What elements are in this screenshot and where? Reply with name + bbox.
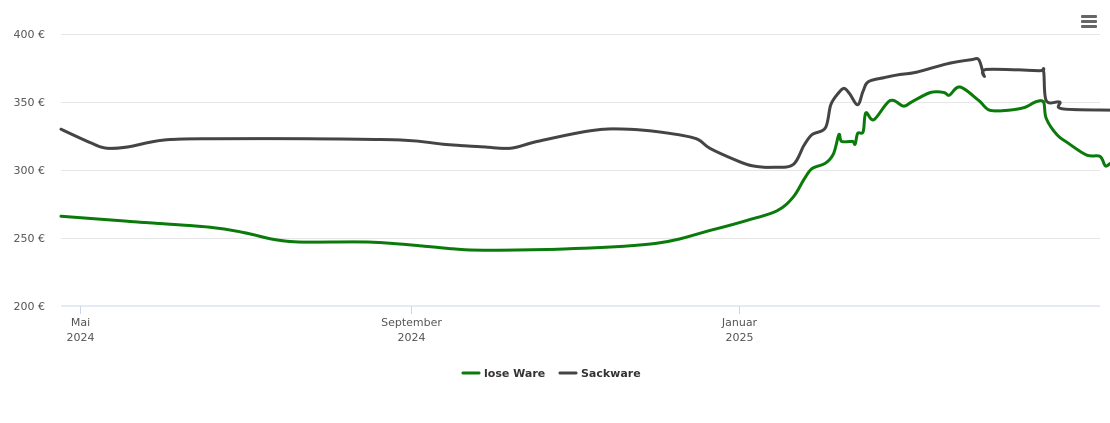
chart-menu-button[interactable]: [1077, 11, 1101, 33]
x-axis: Mai 2024 September 2024 Januar 2025: [67, 306, 758, 344]
y-tick-label: 350 €: [14, 96, 46, 109]
legend-label: Sackware: [581, 367, 641, 380]
legend-item-lose-ware[interactable]: lose Ware: [461, 367, 545, 380]
y-axis-tick-labels: 200 € 250 € 300 € 350 € 400 €: [14, 28, 46, 313]
x-tick-label-month: Januar: [721, 316, 758, 329]
y-tick-label: 300 €: [14, 164, 46, 177]
series-line-sackware: [59, 56, 1110, 169]
series-line-lose-ware: [59, 85, 1110, 252]
legend-label: lose Ware: [484, 367, 545, 380]
legend: lose Ware Sackware: [461, 367, 641, 380]
x-tick-label-month: September: [381, 316, 442, 329]
series-lines: [59, 56, 1110, 252]
y-tick-label: 250 €: [14, 232, 46, 245]
grid-lines: [61, 34, 1100, 239]
x-tick-label-year: 2024: [67, 331, 95, 344]
legend-item-sackware[interactable]: Sackware: [558, 367, 641, 380]
y-tick-label: 400 €: [14, 28, 46, 41]
hamburger-menu-icon: [1081, 15, 1097, 28]
x-tick-label-year: 2025: [726, 331, 754, 344]
x-tick-label-year: 2024: [398, 331, 426, 344]
x-tick-label-month: Mai: [71, 316, 90, 329]
y-tick-label: 200 €: [14, 300, 46, 313]
